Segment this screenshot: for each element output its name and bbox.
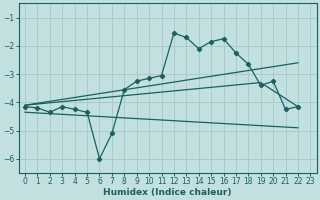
X-axis label: Humidex (Indice chaleur): Humidex (Indice chaleur) — [103, 188, 232, 197]
